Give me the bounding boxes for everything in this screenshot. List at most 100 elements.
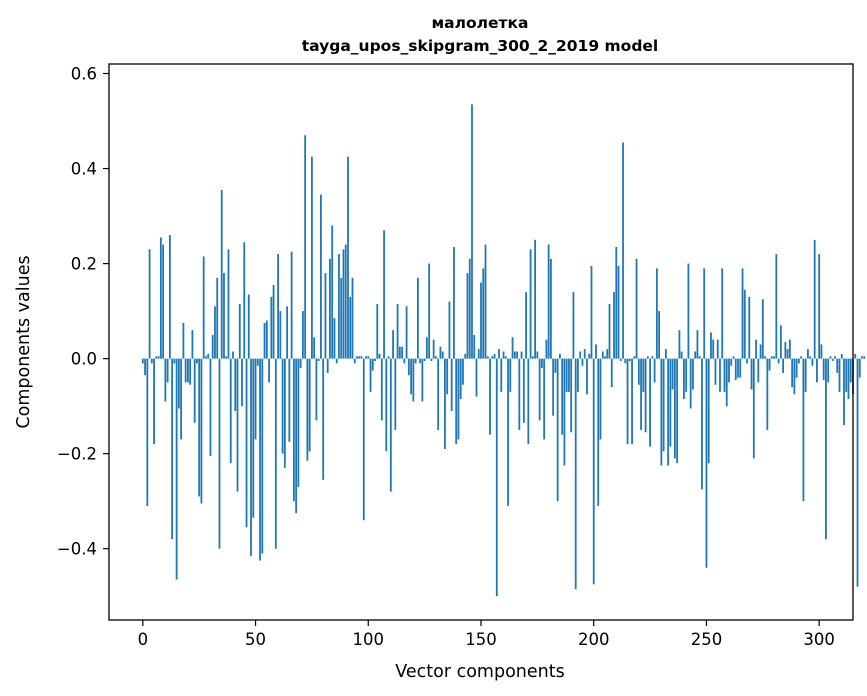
bar — [601, 351, 604, 359]
bar — [374, 358, 376, 362]
bar — [430, 358, 433, 362]
bar — [286, 306, 289, 359]
bar — [261, 358, 264, 554]
bar — [405, 306, 408, 359]
bar — [836, 358, 839, 373]
bar — [655, 268, 658, 359]
bar — [410, 358, 413, 395]
bar — [353, 358, 356, 364]
bar — [277, 254, 279, 359]
bar — [250, 358, 252, 556]
bar — [155, 356, 158, 359]
bar — [342, 249, 345, 359]
bar — [649, 358, 651, 447]
bar — [536, 351, 539, 359]
bar — [669, 358, 672, 447]
bar — [356, 356, 358, 359]
bar — [518, 358, 521, 430]
bar — [236, 358, 239, 492]
bars-group — [141, 104, 866, 597]
bar — [667, 358, 670, 466]
bar — [534, 239, 537, 359]
bar — [292, 358, 295, 502]
bar — [784, 342, 787, 359]
bar — [719, 358, 721, 392]
bar — [743, 289, 746, 359]
bar — [680, 351, 683, 359]
bar — [570, 358, 573, 433]
bar — [270, 296, 273, 359]
bar — [164, 358, 167, 402]
bar — [301, 311, 304, 359]
bar — [369, 358, 372, 392]
bar — [439, 346, 442, 359]
bar — [166, 358, 169, 383]
bar — [813, 239, 816, 359]
x-tick-label: 0 — [138, 630, 149, 649]
bar — [759, 344, 762, 359]
bar — [171, 358, 174, 540]
bar — [716, 339, 719, 359]
bar — [173, 358, 176, 364]
bar — [622, 142, 624, 359]
bar — [818, 254, 821, 359]
bar — [484, 244, 487, 359]
bar — [858, 358, 861, 378]
bar — [511, 337, 514, 359]
bar — [856, 358, 859, 587]
bar — [184, 358, 187, 383]
x-tick-label: 150 — [465, 630, 497, 649]
bar — [263, 322, 266, 359]
bar — [403, 358, 406, 364]
bar — [777, 358, 780, 364]
bar — [825, 358, 827, 540]
bar — [577, 358, 579, 392]
bar — [549, 258, 552, 359]
bar — [150, 358, 153, 364]
bar — [559, 353, 561, 359]
bar — [804, 358, 807, 392]
bar — [401, 346, 403, 359]
bar — [710, 332, 712, 359]
bar — [734, 358, 737, 381]
bar — [516, 351, 518, 359]
bar — [782, 358, 785, 373]
bar — [673, 358, 676, 459]
bar — [547, 244, 550, 359]
bar — [416, 277, 419, 359]
bar — [365, 356, 367, 359]
bar — [214, 306, 216, 359]
bar — [265, 320, 268, 359]
x-tick-label: 300 — [803, 630, 835, 649]
bar — [624, 358, 627, 364]
bar — [721, 268, 724, 359]
bar — [453, 246, 455, 359]
bar — [229, 358, 232, 464]
x-axis-label: Vector components — [395, 662, 564, 682]
bar — [175, 358, 178, 580]
bar — [795, 358, 798, 378]
bar — [739, 358, 742, 378]
bar — [223, 273, 225, 359]
bar — [705, 358, 708, 568]
bar — [615, 246, 618, 359]
bar — [444, 358, 446, 449]
bar — [714, 358, 717, 385]
bar — [322, 358, 325, 480]
bar — [786, 349, 789, 359]
bar — [689, 358, 692, 409]
bar — [604, 356, 606, 359]
y-tick-label: −0.2 — [57, 445, 97, 464]
y-tick-label: 0.6 — [71, 65, 97, 84]
bar — [435, 356, 437, 359]
bar — [211, 334, 214, 359]
bar — [329, 258, 331, 359]
bar — [414, 358, 417, 364]
bar — [750, 358, 753, 390]
bar — [477, 349, 480, 359]
bar — [583, 349, 586, 359]
bar — [755, 339, 757, 359]
bar — [761, 299, 764, 359]
bar — [617, 265, 620, 359]
bar — [531, 356, 534, 359]
